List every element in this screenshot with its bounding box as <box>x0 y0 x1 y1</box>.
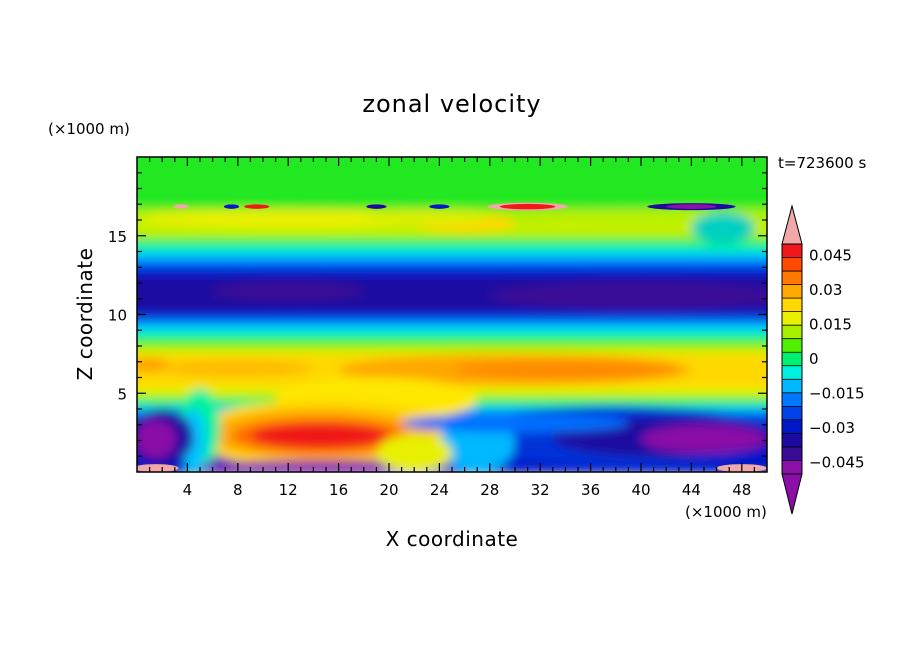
field-feature <box>366 204 387 209</box>
field-band <box>137 204 767 210</box>
colorbar-segment <box>782 338 802 353</box>
chart-title: zonal velocity <box>362 90 541 118</box>
field-feature <box>244 204 270 209</box>
colorbar-labels: 0.045 0.03 0.015 0 −0.015 −0.03 −0.045 <box>809 247 865 472</box>
colorbar-segment <box>782 352 802 367</box>
colorbar-segment <box>782 271 802 286</box>
velocity-field <box>137 157 767 472</box>
colorbar-segment <box>782 460 802 475</box>
x-tick-label: 16 <box>329 481 348 499</box>
colorbar-segment <box>782 406 802 421</box>
colorbar-segment <box>782 365 802 380</box>
field-blob <box>250 423 389 449</box>
colorbar-segment <box>782 244 802 259</box>
field-blob <box>691 212 755 244</box>
x-tick-label: 20 <box>379 481 398 499</box>
x-tick-label: 12 <box>279 481 298 499</box>
time-label: t=723600 s <box>778 154 866 172</box>
field-band <box>137 257 767 266</box>
x-axis-unit: (×1000 m) <box>685 503 767 521</box>
x-tick-label: 28 <box>480 481 499 499</box>
colorbar-label: −0.015 <box>809 385 865 403</box>
colorbar-segment <box>782 298 802 313</box>
x-tick-label: 8 <box>233 481 243 499</box>
field-band <box>137 341 767 349</box>
colorbar <box>781 204 803 515</box>
colorbar-label: 0.015 <box>809 316 852 334</box>
field-band <box>137 311 767 319</box>
field-blob <box>137 358 169 372</box>
field-feature <box>173 204 189 209</box>
field-blob <box>137 208 440 228</box>
x-tick-label: 40 <box>631 481 650 499</box>
x-tick-label: 48 <box>732 481 751 499</box>
x-axis-label: X coordinate <box>386 527 519 551</box>
field-blob <box>452 360 679 380</box>
field-blob <box>641 424 767 454</box>
x-tick-label: 32 <box>531 481 550 499</box>
field-feature <box>499 203 556 210</box>
colorbar-frame <box>781 243 803 475</box>
colorbar-segment <box>782 257 802 272</box>
field-band <box>137 242 767 253</box>
field-band <box>137 157 767 206</box>
field-blob <box>137 420 177 458</box>
colorbar-over-arrow <box>781 204 803 245</box>
field-band <box>137 347 767 355</box>
x-tick-label: 44 <box>682 481 701 499</box>
colorbar-under-arrow <box>781 473 803 515</box>
field-blob <box>363 208 490 225</box>
y-axis-label: Z coordinate <box>73 248 97 381</box>
field-feature <box>429 204 450 209</box>
field-band <box>137 334 767 343</box>
colorbar-segment <box>782 392 802 407</box>
field-band <box>137 264 767 272</box>
colorbar-segment <box>782 325 802 340</box>
field-band <box>137 235 767 244</box>
colorbar-label: −0.03 <box>809 419 855 437</box>
field-band <box>137 270 767 278</box>
colorbar-segment <box>782 379 802 394</box>
field-blob <box>376 434 453 472</box>
field-blob <box>489 281 767 310</box>
colorbar-segment <box>782 446 802 461</box>
field-feature <box>223 204 240 209</box>
x-tick-label: 36 <box>581 481 600 499</box>
x-tick-label: 4 <box>183 481 193 499</box>
field-feature <box>137 464 179 472</box>
field-blob <box>401 413 629 433</box>
x-axis-ticks: 4 8 12 16 20 24 28 32 36 40 44 48 <box>149 157 756 499</box>
colorbar-segment <box>782 311 802 326</box>
field-band <box>137 251 767 259</box>
field-band <box>137 322 767 330</box>
field-feature <box>666 204 717 209</box>
x-tick-label: 24 <box>430 481 449 499</box>
field-blob <box>212 281 364 301</box>
field-band <box>137 328 767 336</box>
colorbar-label: 0.03 <box>809 281 842 299</box>
colorbar-label: −0.045 <box>809 454 865 472</box>
colorbar-segment <box>782 433 802 448</box>
field-blob <box>162 360 314 376</box>
colorbar-segment <box>782 284 802 299</box>
colorbar-label: 0.045 <box>809 247 852 265</box>
y-axis-unit: (×1000 m) <box>48 120 130 138</box>
field-band <box>137 317 767 324</box>
colorbar-label: 0 <box>809 350 819 368</box>
y-axis-ticks: 5 10 15 <box>108 172 767 457</box>
y-tick-label: 15 <box>108 228 127 246</box>
colorbar-segment <box>782 419 802 434</box>
y-tick-label: 5 <box>117 385 127 403</box>
y-tick-label: 10 <box>108 307 127 325</box>
